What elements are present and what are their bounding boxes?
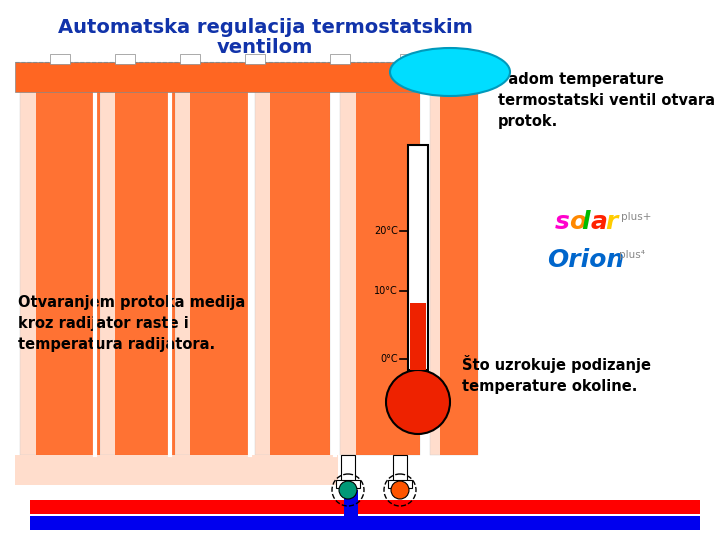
Bar: [440, 92, 478, 455]
Ellipse shape: [391, 481, 409, 499]
Bar: [344, 490, 358, 520]
Bar: [270, 92, 330, 455]
Bar: [180, 54, 200, 64]
Ellipse shape: [386, 370, 450, 434]
Bar: [336, 480, 360, 488]
Text: 10°C: 10°C: [374, 286, 398, 296]
Bar: [400, 54, 420, 64]
Bar: [100, 92, 175, 455]
Text: o: o: [569, 210, 586, 234]
Text: Što uzrokuje podizanje
temperature okoline.: Što uzrokuje podizanje temperature okoli…: [462, 355, 651, 394]
Bar: [356, 92, 420, 455]
Bar: [50, 54, 70, 64]
Bar: [340, 92, 420, 455]
Text: Automatska regulacija termostatskim: Automatska regulacija termostatskim: [58, 18, 472, 37]
Bar: [20, 92, 100, 455]
Bar: [410, 302, 426, 370]
Text: Padom temperature
termostatski ventil otvara
protok.: Padom temperature termostatski ventil ot…: [498, 72, 715, 129]
Text: plus⁴: plus⁴: [619, 250, 645, 260]
Text: a: a: [591, 210, 608, 234]
Bar: [330, 54, 350, 64]
Bar: [341, 455, 355, 483]
Bar: [430, 92, 478, 455]
Text: s: s: [555, 210, 570, 234]
Bar: [115, 54, 135, 64]
Text: r: r: [605, 210, 617, 234]
Bar: [36, 92, 100, 455]
Text: 20°C: 20°C: [374, 226, 398, 235]
Bar: [255, 92, 330, 455]
Bar: [115, 92, 175, 455]
Bar: [190, 92, 250, 455]
Bar: [30, 516, 700, 530]
Text: l: l: [581, 210, 590, 234]
Text: Otvaranjem protoka medija
kroz radijator raste i
temperatura radijatora.: Otvaranjem protoka medija kroz radijator…: [18, 295, 246, 352]
Bar: [245, 54, 265, 64]
Text: plus+: plus+: [621, 212, 652, 222]
Bar: [408, 145, 428, 370]
Text: Orion: Orion: [547, 248, 624, 272]
Bar: [30, 500, 700, 514]
Text: 0°C: 0°C: [380, 354, 398, 364]
Bar: [15, 62, 478, 92]
Bar: [175, 92, 250, 455]
Bar: [393, 455, 407, 483]
Text: ventilom: ventilom: [217, 38, 313, 57]
Ellipse shape: [390, 48, 510, 96]
Ellipse shape: [339, 481, 357, 499]
Bar: [388, 480, 412, 488]
Bar: [15, 455, 338, 485]
